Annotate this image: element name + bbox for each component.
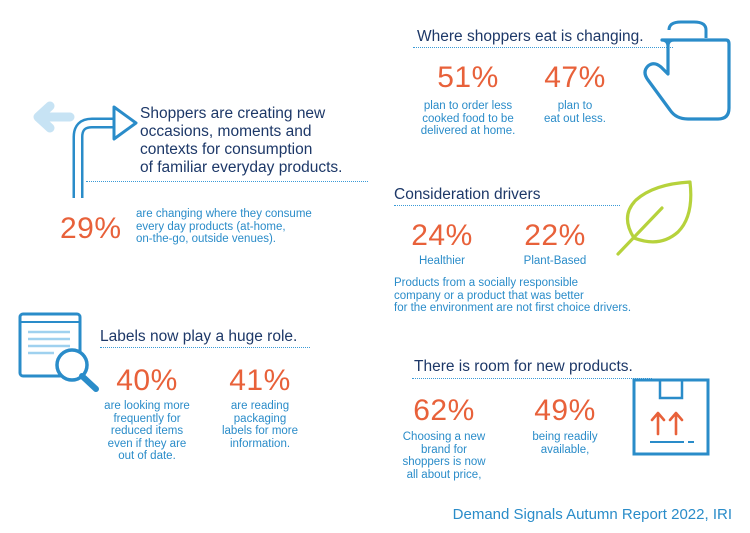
desc-line: frequently for — [113, 412, 181, 425]
desc-line: brand for — [420, 443, 468, 456]
desc-line: being readily — [532, 431, 598, 443]
label-magnifier-icon — [18, 312, 99, 392]
products-stat-value-2: 49% — [534, 394, 596, 427]
occasions-divider — [86, 181, 368, 182]
desc-line: are reading — [230, 400, 290, 412]
desc-line: are looking more — [104, 400, 190, 412]
products-heading: There is room for new products. — [414, 358, 633, 375]
desc-line: information. — [229, 437, 291, 450]
box-arrows-icon — [632, 378, 710, 456]
turn-arrow-icon — [33, 101, 138, 198]
eat-stat-desc-1: plan to order less cooked food to be del… — [400, 100, 536, 138]
desc-line: reduced items — [110, 425, 184, 437]
desc-line: on-the-go, outside venues). — [136, 233, 277, 245]
desc-line: eat out less. — [543, 112, 606, 125]
eat-divider — [413, 47, 673, 48]
labels-heading: Labels now play a huge role. — [100, 328, 298, 345]
desc-line: labels for more — [221, 425, 299, 437]
desc-line: available, — [540, 443, 590, 456]
desc-line: plan to — [557, 100, 593, 112]
eat-stat-value-1: 51% — [437, 61, 499, 94]
consideration-stat-label-2: Plant-Based — [523, 255, 587, 267]
labels-stat-value-2: 41% — [229, 364, 291, 397]
consideration-note: Products from a socially responsible com… — [394, 277, 631, 315]
consideration-heading: Consideration drivers — [394, 186, 541, 203]
products-stat-desc-2: being readily available, — [510, 431, 620, 456]
note-line: company or a product that was better — [394, 289, 584, 302]
eat-stat-value-2: 47% — [544, 61, 606, 94]
occasions-heading-line: of familiar everyday products. — [140, 159, 343, 176]
desc-line: packaging — [233, 412, 287, 425]
labels-stat-desc-1: are looking more frequently for reduced … — [82, 400, 212, 463]
oven-mitt-icon — [643, 20, 731, 121]
labels-stat-desc-2: are reading packaging labels for more in… — [200, 400, 320, 450]
consideration-stat-value-1: 24% — [411, 219, 473, 252]
occasions-stat-desc: are changing where they consume every da… — [136, 208, 312, 246]
footer-source: Demand Signals Autumn Report 2022, IRI — [452, 506, 732, 523]
occasions-heading-line: Shoppers are creating new — [140, 105, 326, 122]
desc-line: all about price, — [406, 468, 482, 481]
occasions-heading-line: contexts for consumption — [140, 141, 313, 158]
products-divider — [412, 378, 652, 379]
consideration-divider — [394, 205, 620, 206]
occasions-heading: Shoppers are creating new occasions, mom… — [140, 105, 342, 177]
eat-heading: Where shoppers eat is changing. — [417, 28, 644, 45]
eat-stat-desc-2: plan to eat out less. — [520, 100, 630, 125]
note-line: Products from a socially responsible — [394, 277, 579, 289]
consideration-stat-label-1: Healthier — [418, 255, 466, 267]
desc-line: Choosing a new — [402, 431, 486, 443]
note-line: for the environment are not first choice… — [394, 302, 632, 314]
desc-line: even if they are — [107, 437, 187, 450]
desc-line: out of date. — [118, 450, 176, 462]
labels-divider — [100, 347, 310, 348]
desc-line: delivered at home. — [420, 125, 516, 137]
consideration-stat-value-2: 22% — [524, 219, 586, 252]
desc-line: shoppers is now — [402, 456, 486, 468]
products-stat-desc-1: Choosing a new brand for shoppers is now… — [380, 431, 508, 481]
desc-line: cooked food to be — [422, 112, 514, 125]
labels-stat-value-1: 40% — [116, 364, 178, 397]
occasions-stat-value: 29% — [60, 212, 122, 245]
desc-line: are changing where they consume — [136, 208, 312, 220]
products-stat-value-1: 62% — [413, 394, 475, 427]
occasions-heading-line: occasions, moments and — [140, 123, 312, 140]
leaf-icon — [616, 180, 693, 256]
desc-line: every day products (at-home, — [136, 220, 286, 233]
desc-line: plan to order less — [423, 100, 513, 112]
